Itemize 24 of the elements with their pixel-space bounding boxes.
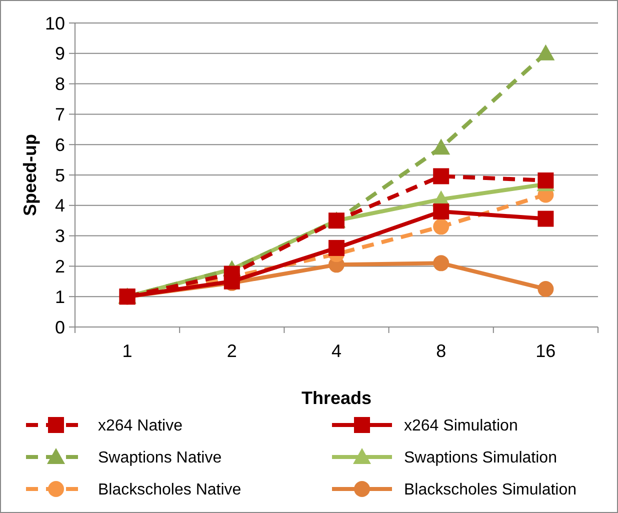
x-tick-label: 2 [226,341,237,361]
legend-label: x264 Simulation [404,418,518,435]
legend-label: Swaptions Simulation [404,450,557,467]
y-tick-label: 3 [54,226,65,246]
y-tick-label: 10 [44,13,65,34]
y-tick-label: 5 [54,165,65,186]
x-tick-label: 4 [331,341,342,361]
y-tick-label: 8 [54,74,65,94]
x-tick-label: 8 [436,341,446,361]
x-tick-label: 16 [536,341,556,361]
y-tick-label: 1 [54,286,65,307]
y-tick-label: 9 [54,44,65,64]
legend-label: x264 Native [98,418,183,435]
x-tick-label: 1 [122,341,132,361]
x-axis-title: Threads [301,388,372,408]
y-axis-title: Speed-up [20,134,40,216]
legend-label: Blackscholes Native [98,482,242,499]
y-tick-label: 2 [54,256,65,276]
y-tick-label: 4 [54,196,65,216]
y-tick-label: 0 [54,317,65,338]
legend-label: Swaptions Native [98,450,222,467]
y-tick-label: 7 [54,104,65,124]
legend-label: Blackscholes Simulation [404,482,577,499]
y-tick-label: 6 [54,134,65,155]
